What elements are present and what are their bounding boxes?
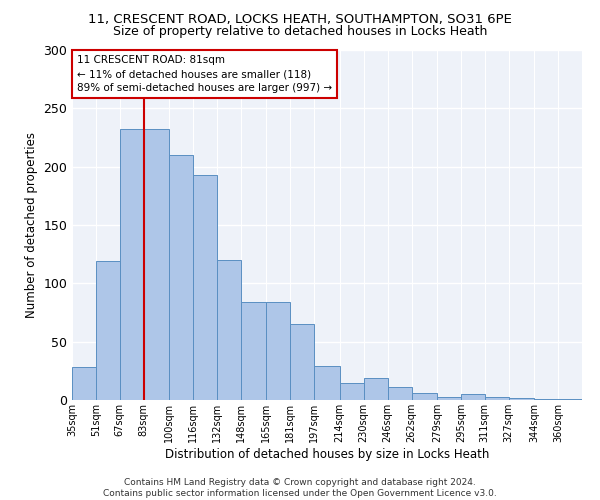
Text: 11 CRESCENT ROAD: 81sqm
← 11% of detached houses are smaller (118)
89% of semi-d: 11 CRESCENT ROAD: 81sqm ← 11% of detache… xyxy=(77,55,332,93)
Bar xyxy=(193,175,217,400)
Y-axis label: Number of detached properties: Number of detached properties xyxy=(25,132,38,318)
Bar xyxy=(217,260,241,400)
Bar xyxy=(290,324,314,400)
Bar xyxy=(169,155,193,400)
Bar xyxy=(364,378,388,400)
Bar xyxy=(96,261,120,400)
Bar xyxy=(437,396,461,400)
Bar xyxy=(241,302,266,400)
Bar xyxy=(266,302,290,400)
Bar xyxy=(120,130,144,400)
Text: Contains HM Land Registry data © Crown copyright and database right 2024.
Contai: Contains HM Land Registry data © Crown c… xyxy=(103,478,497,498)
Bar xyxy=(534,399,558,400)
Bar xyxy=(144,130,169,400)
Bar xyxy=(412,393,437,400)
Bar xyxy=(558,399,582,400)
Bar xyxy=(340,382,364,400)
Text: 11, CRESCENT ROAD, LOCKS HEATH, SOUTHAMPTON, SO31 6PE: 11, CRESCENT ROAD, LOCKS HEATH, SOUTHAMP… xyxy=(88,12,512,26)
Bar xyxy=(314,366,340,400)
Bar xyxy=(509,398,534,400)
Bar xyxy=(388,387,412,400)
Text: Size of property relative to detached houses in Locks Heath: Size of property relative to detached ho… xyxy=(113,25,487,38)
Bar xyxy=(461,394,485,400)
X-axis label: Distribution of detached houses by size in Locks Heath: Distribution of detached houses by size … xyxy=(165,448,489,460)
Bar xyxy=(72,368,96,400)
Bar xyxy=(485,396,509,400)
